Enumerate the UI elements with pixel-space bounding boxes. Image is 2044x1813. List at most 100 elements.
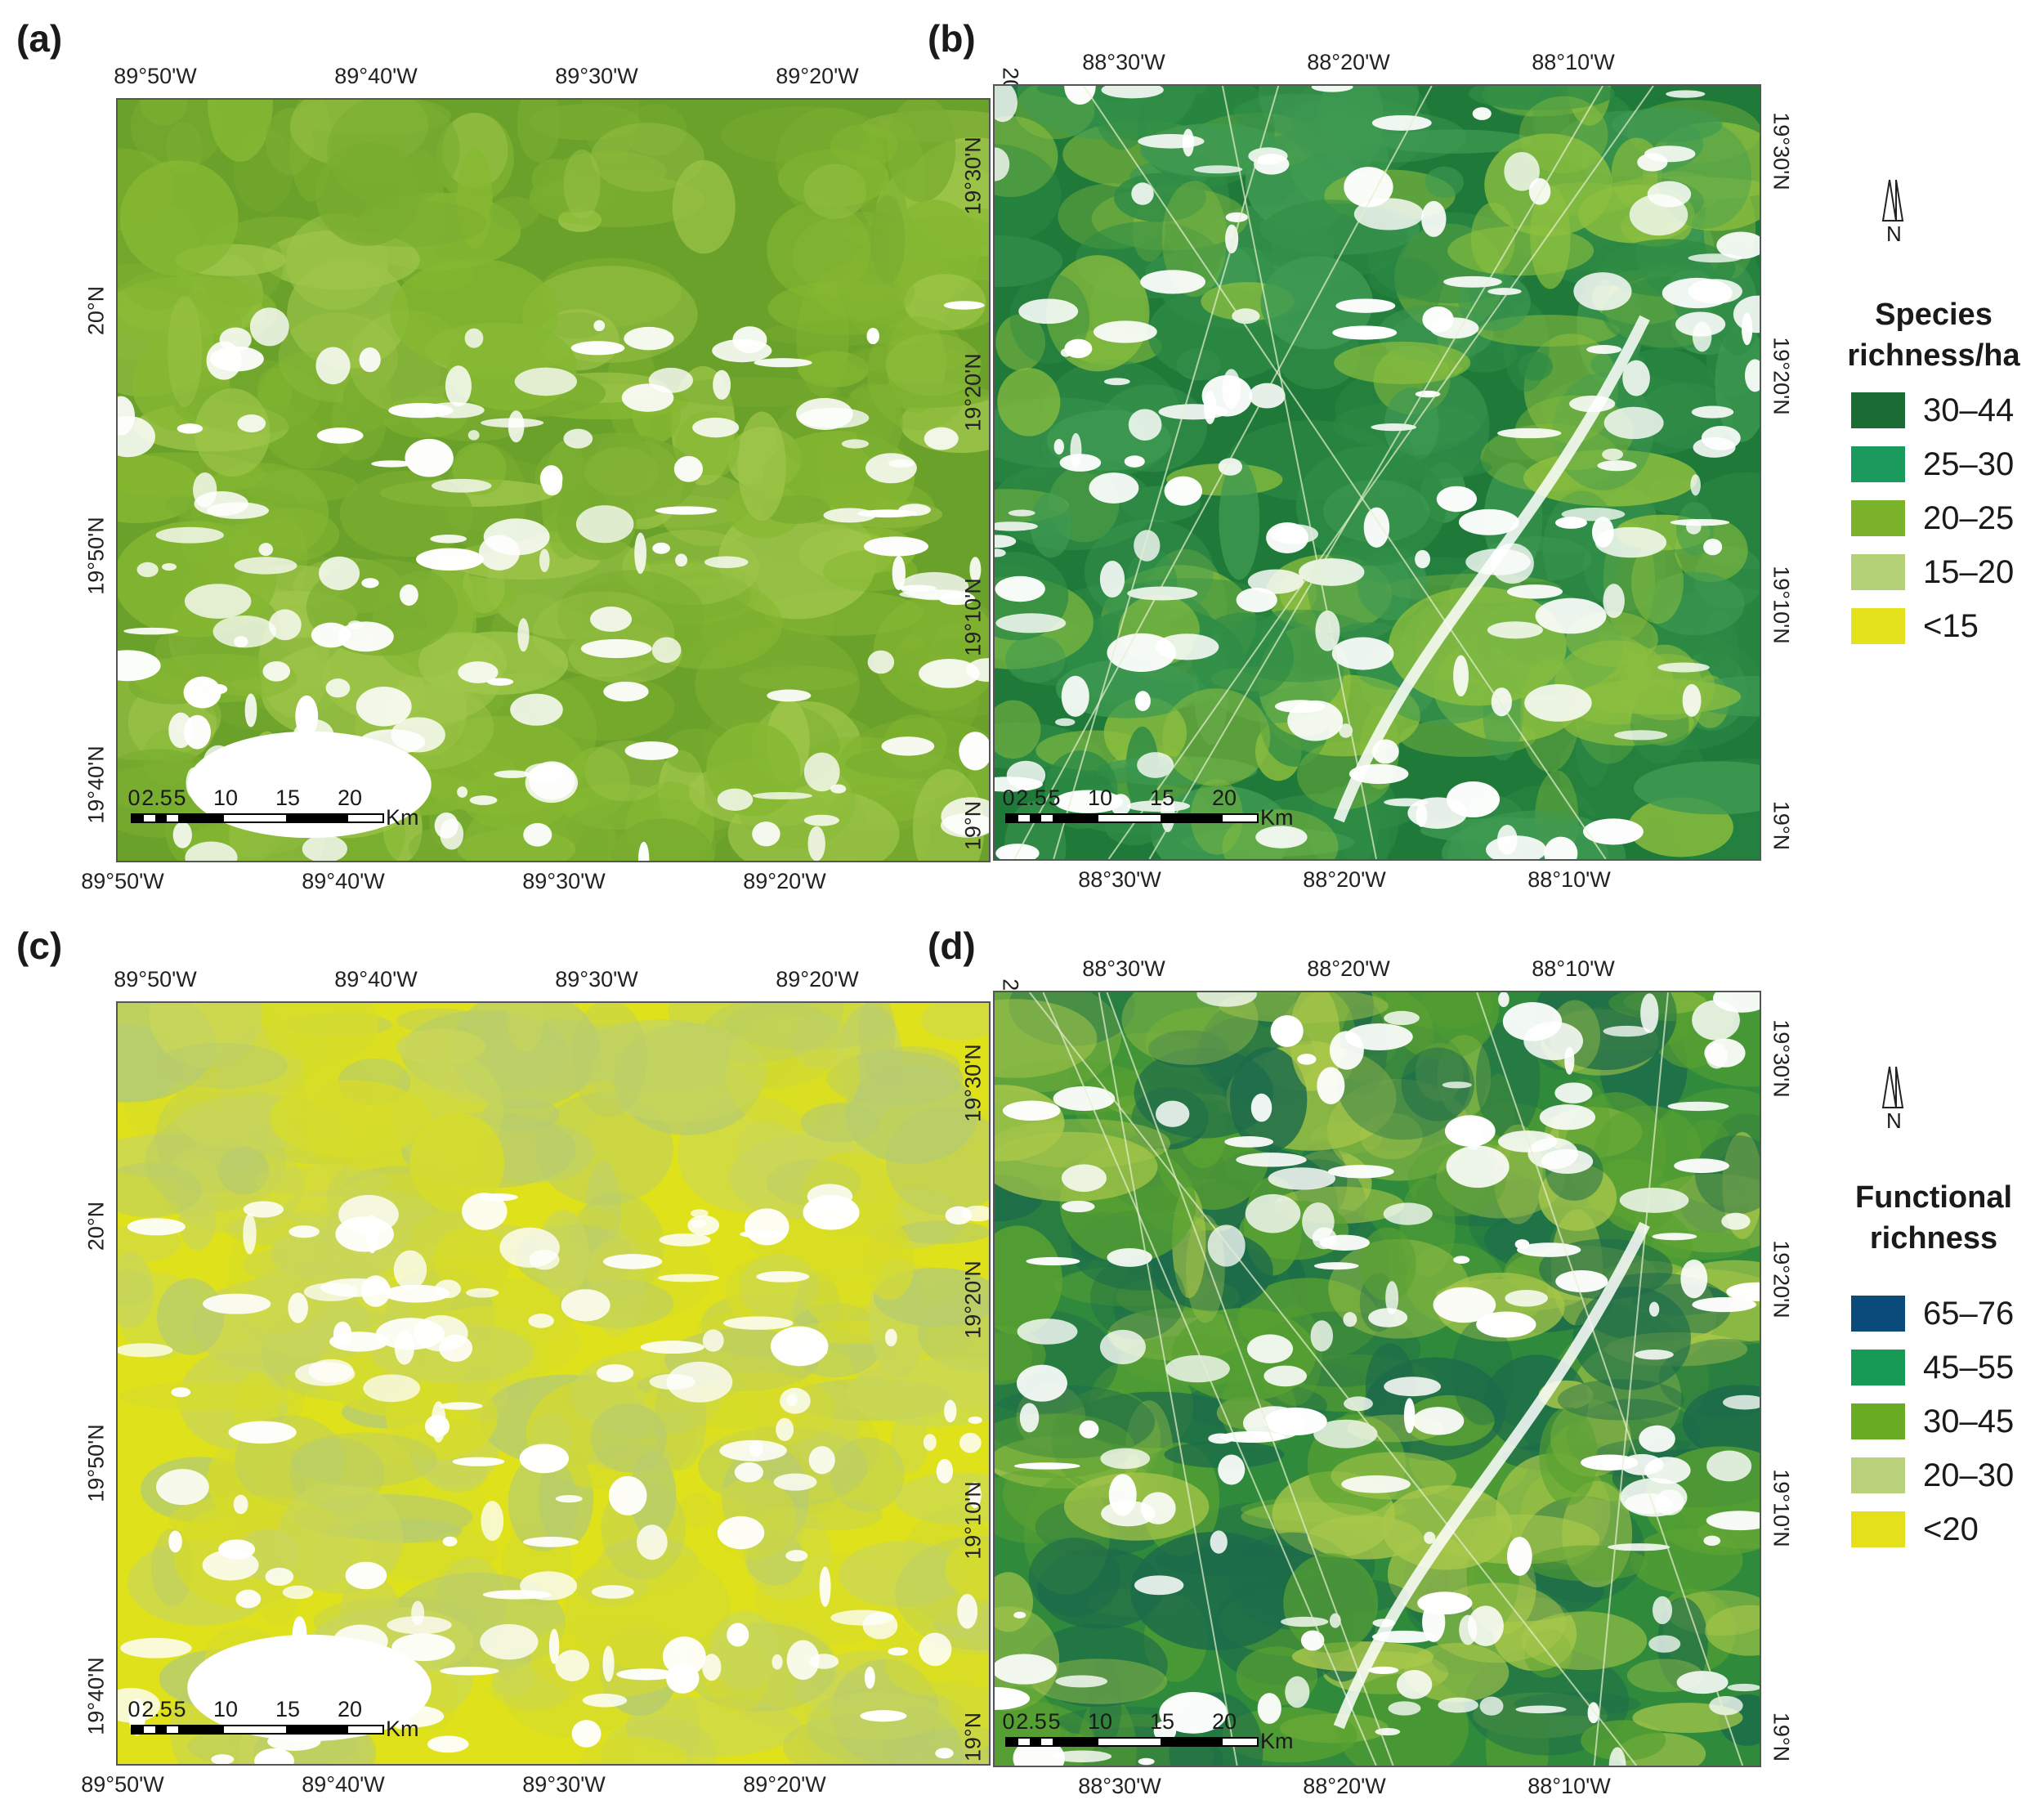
cleared-patch	[1108, 1474, 1137, 1516]
vegetation-patch	[611, 818, 715, 861]
coordinate-label: 19°20'N	[1769, 1240, 1794, 1318]
vegetation-patch	[894, 1472, 989, 1525]
cleared-patch	[183, 676, 221, 709]
cleared-patch	[1196, 992, 1257, 1007]
cleared-patch	[969, 557, 982, 583]
cleared-patch	[360, 1275, 391, 1307]
coordinate-label: 89°20'W	[743, 1772, 826, 1797]
cleared-patch	[1137, 752, 1174, 778]
cleared-patch	[118, 1688, 161, 1723]
scale-segment	[132, 1726, 144, 1733]
cleared-patch	[1603, 406, 1664, 440]
cleared-patch	[1344, 167, 1393, 208]
coordinate-label: 89°30'W	[522, 1772, 606, 1797]
panel-label: (d)	[928, 924, 976, 967]
cleared-patch	[1193, 165, 1243, 174]
cleared-patch	[478, 1193, 518, 1202]
cleared-patch	[575, 505, 634, 544]
vegetation-patch	[489, 196, 539, 231]
legend-label: <20	[1923, 1511, 1979, 1547]
coordinate-label: 20°N	[83, 285, 109, 336]
vegetation-patch	[1283, 1553, 1379, 1654]
vegetation-patch	[1130, 1532, 1300, 1650]
cleared-patch	[156, 1469, 209, 1506]
road-line	[1221, 86, 1377, 859]
coordinate-label: 19°10'N	[960, 578, 986, 656]
vegetation-patch	[995, 1118, 1171, 1168]
cleared-patch	[1313, 1419, 1378, 1448]
cleared-patch	[1107, 1247, 1152, 1267]
cleared-patch	[1164, 476, 1203, 506]
cleared-patch	[1368, 1666, 1399, 1674]
legend-label: 20–30	[1923, 1457, 2015, 1493]
cleared-patch	[1564, 1046, 1575, 1075]
cleared-patch	[596, 1364, 634, 1382]
cleared-patch	[959, 1432, 982, 1453]
cleared-patch	[959, 732, 989, 771]
cleared-patch	[1299, 557, 1365, 586]
vegetation-patch	[508, 1454, 578, 1552]
cleared-patch	[1224, 1136, 1274, 1148]
cleared-patch	[590, 607, 633, 632]
cleared-patch	[1297, 1054, 1317, 1065]
legend-title: Species richness/ha	[1819, 294, 2044, 376]
cleared-patch	[624, 741, 678, 760]
scale-number: 20	[1211, 1709, 1237, 1734]
cleared-patch	[803, 814, 839, 826]
cleared-patch	[675, 553, 688, 567]
cleared-patch	[1060, 348, 1072, 357]
coordinate-label: 89°50'W	[81, 869, 164, 893]
cleared-patch	[1703, 538, 1723, 556]
coordinate-label: 88°10'W	[1532, 50, 1615, 74]
legend-title-line: richness/ha	[1847, 338, 2020, 373]
vegetation-patch	[1353, 454, 1492, 480]
cleared-patch	[1127, 586, 1198, 601]
panel-label: (c)	[16, 924, 63, 967]
cleared-patch	[1726, 1282, 1760, 1301]
vegetation-patch	[889, 1355, 989, 1408]
cleared-patch	[1341, 1475, 1411, 1493]
coordinate-label: 89°40'W	[302, 869, 385, 893]
cleared-patch	[862, 1611, 898, 1640]
cleared-patch	[338, 621, 394, 652]
cleared-patch	[1266, 522, 1308, 553]
cleared-patch	[258, 543, 274, 557]
cleared-patch	[1218, 1454, 1246, 1485]
vegetation-patch	[855, 118, 927, 237]
cleared-patch	[478, 535, 520, 571]
vegetation-patch	[672, 159, 736, 254]
scale-segment	[1007, 1739, 1018, 1745]
vegetation-patch	[790, 1014, 852, 1069]
cleared-patch	[865, 453, 917, 484]
cleared-patch	[1422, 1601, 1446, 1642]
vegetation-patch	[532, 591, 675, 677]
vegetation-patch	[433, 1227, 511, 1294]
coordinate-label: 19°40'N	[83, 1657, 109, 1735]
cleared-patch	[652, 542, 670, 554]
cleared-patch	[316, 428, 364, 444]
road-line	[1476, 992, 1744, 1766]
cleared-patch	[457, 786, 468, 798]
cleared-patch	[1384, 1377, 1442, 1397]
vegetation-patch	[622, 104, 687, 156]
cleared-patch	[1639, 1425, 1675, 1453]
legend-label: 15–20	[1923, 553, 2015, 590]
vegetation-patch	[1557, 1379, 1685, 1421]
cleared-patch	[1236, 588, 1277, 613]
cleared-area	[187, 731, 432, 839]
vegetation-patch	[1384, 992, 1500, 1061]
cleared-patch	[1101, 86, 1164, 99]
cleared-patch	[1315, 610, 1340, 651]
cleared-patch	[464, 328, 484, 348]
cleared-patch	[1652, 1596, 1673, 1625]
legend-swatch	[1851, 1457, 1905, 1493]
vegetation-patch	[1657, 1597, 1708, 1690]
cleared-patch	[1622, 360, 1650, 396]
cleared-patch	[519, 1444, 570, 1474]
scale-segment	[1161, 1739, 1223, 1745]
cleared-patch	[673, 455, 704, 482]
cleared-patch	[487, 678, 514, 686]
panel-label: (b)	[928, 17, 976, 60]
cleared-patch	[702, 1654, 722, 1681]
cleared-patch	[1013, 1462, 1080, 1470]
